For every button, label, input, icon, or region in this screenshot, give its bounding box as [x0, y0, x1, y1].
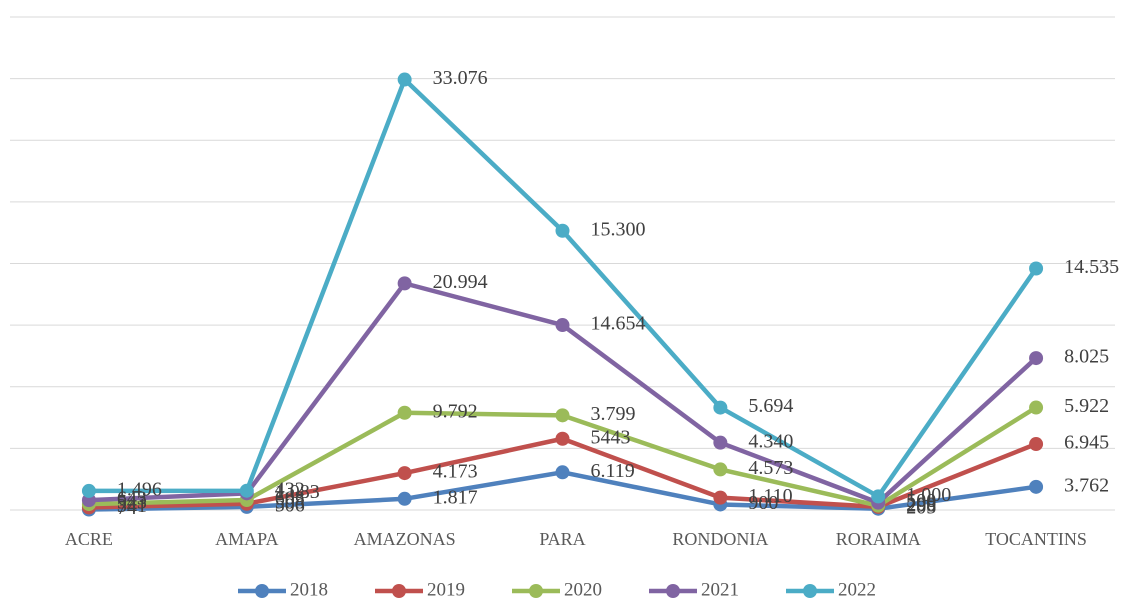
data-label: 200 — [906, 493, 936, 515]
point — [1029, 351, 1044, 366]
data-label: 3.762 — [1064, 474, 1109, 496]
point — [397, 276, 412, 291]
point — [81, 483, 96, 498]
data-label: 33.076 — [433, 67, 488, 89]
data-label: 4.573 — [748, 457, 793, 479]
point — [397, 405, 412, 420]
point — [1029, 479, 1044, 494]
data-label: 508 — [275, 491, 305, 513]
data-label: 3.799 — [591, 403, 636, 425]
data-label: 603 — [275, 488, 305, 510]
data-label: 500 — [906, 490, 936, 512]
point — [555, 318, 570, 333]
point — [871, 489, 886, 504]
point — [1029, 400, 1044, 415]
data-label: 205 — [906, 496, 936, 518]
point — [713, 462, 728, 477]
legend-label: 2021 — [701, 579, 739, 600]
data-label: 298 — [906, 494, 936, 516]
data-label: 14.654 — [591, 313, 646, 335]
data-label: 5.694 — [748, 395, 793, 417]
legend-marker — [803, 584, 817, 598]
legend-marker — [529, 584, 543, 598]
legend-label: 2018 — [290, 579, 328, 600]
data-label: 341 — [117, 495, 147, 517]
x-tick-label: ACRE — [65, 529, 113, 549]
data-label: 4.340 — [748, 430, 793, 452]
data-label: 1.000 — [906, 484, 951, 506]
data-label: 1.496 — [117, 479, 162, 501]
x-tick-label: AMAZONAS — [354, 529, 456, 549]
data-label: 432 — [275, 478, 305, 500]
data-label: 9.792 — [433, 400, 478, 422]
data-label: 5.922 — [1064, 395, 1109, 417]
x-tick-label: PARA — [539, 529, 585, 549]
point — [555, 223, 570, 238]
point — [555, 408, 570, 423]
point — [397, 466, 412, 481]
legend-marker — [392, 584, 406, 598]
point — [555, 431, 570, 446]
data-label: 14.535 — [1064, 256, 1119, 278]
x-tick-label: RONDONIA — [672, 529, 768, 549]
point — [397, 72, 412, 87]
data-label: 5443 — [591, 426, 631, 448]
data-label: 6.945 — [1064, 432, 1109, 454]
data-label: 643 — [117, 488, 147, 510]
data-label: 1.817 — [433, 486, 478, 508]
data-label: 1.083 — [275, 481, 320, 503]
data-label: 8.025 — [1064, 346, 1109, 368]
point — [1029, 437, 1044, 452]
x-tick-label: RORAIMA — [836, 529, 921, 549]
legend-marker — [255, 584, 269, 598]
point — [713, 400, 728, 415]
point — [713, 490, 728, 505]
point — [239, 483, 254, 498]
point — [713, 435, 728, 450]
x-tick-label: TOCANTINS — [985, 529, 1087, 549]
data-label: 1.110 — [748, 485, 792, 507]
legend-label: 2020 — [564, 579, 602, 600]
point — [1029, 261, 1044, 276]
data-label: 6.119 — [591, 460, 635, 482]
legend-marker — [666, 584, 680, 598]
data-label: 543 — [117, 492, 147, 514]
point — [397, 491, 412, 506]
point — [555, 465, 570, 480]
data-label: 15.300 — [591, 218, 646, 240]
data-label: 4.173 — [433, 461, 478, 483]
data-label: 20.994 — [433, 271, 488, 293]
legend-label: 2022 — [838, 579, 876, 600]
data-label: 900 — [748, 492, 778, 514]
data-label: 74 — [117, 497, 137, 519]
x-tick-label: AMAPA — [215, 529, 278, 549]
data-label: 506 — [275, 494, 305, 516]
legend-label: 2019 — [427, 579, 465, 600]
